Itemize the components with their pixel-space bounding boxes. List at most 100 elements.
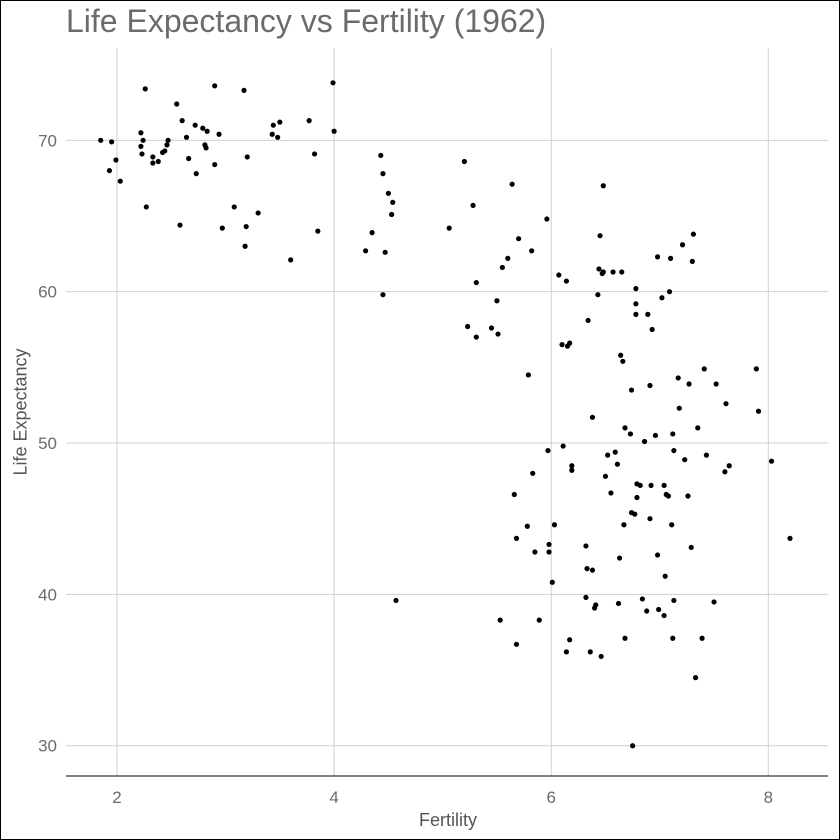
data-point bbox=[212, 161, 218, 168]
data-point bbox=[532, 549, 538, 555]
data-point bbox=[661, 482, 667, 489]
data-point bbox=[315, 228, 321, 234]
data-point bbox=[656, 606, 662, 613]
data-point bbox=[524, 523, 530, 529]
data-point bbox=[288, 257, 294, 263]
data-point bbox=[546, 541, 552, 548]
data-point bbox=[690, 231, 697, 237]
data-point bbox=[155, 158, 161, 165]
data-point bbox=[666, 289, 673, 295]
data-point bbox=[446, 225, 452, 231]
data-point bbox=[192, 122, 198, 128]
data-point bbox=[465, 323, 471, 330]
data-point bbox=[150, 154, 156, 160]
data-point bbox=[753, 366, 759, 372]
data-point bbox=[634, 494, 640, 501]
data-point bbox=[699, 635, 705, 641]
data-point bbox=[138, 130, 144, 136]
data-point bbox=[593, 602, 599, 608]
data-point bbox=[505, 255, 511, 261]
data-point bbox=[648, 482, 654, 489]
data-point bbox=[203, 145, 209, 151]
data-point bbox=[605, 452, 611, 458]
data-point bbox=[277, 119, 283, 125]
data-point bbox=[659, 295, 665, 301]
y-tick-label: 40 bbox=[38, 585, 57, 604]
data-point bbox=[393, 597, 399, 604]
data-point bbox=[516, 236, 522, 242]
data-point bbox=[390, 199, 396, 205]
data-point bbox=[494, 298, 500, 304]
data-point bbox=[633, 286, 639, 292]
x-tick-label: 6 bbox=[546, 788, 555, 807]
data-point bbox=[241, 87, 247, 93]
data-point bbox=[563, 278, 570, 284]
data-point bbox=[306, 118, 312, 124]
data-point bbox=[622, 425, 628, 431]
data-point bbox=[556, 272, 562, 278]
data-point bbox=[495, 331, 501, 337]
data-point bbox=[614, 461, 621, 467]
data-point bbox=[563, 649, 570, 655]
data-point bbox=[544, 216, 550, 222]
data-point bbox=[513, 535, 520, 541]
data-point bbox=[242, 243, 248, 249]
data-point bbox=[689, 258, 695, 265]
data-point bbox=[380, 292, 386, 298]
data-point bbox=[701, 366, 707, 372]
data-point bbox=[362, 248, 369, 254]
data-point bbox=[589, 567, 596, 573]
y-tick-label: 50 bbox=[38, 434, 57, 453]
data-point bbox=[142, 86, 148, 92]
data-point bbox=[204, 128, 210, 134]
data-point bbox=[545, 447, 551, 454]
data-point bbox=[600, 269, 606, 275]
data-point bbox=[755, 408, 762, 414]
data-point bbox=[682, 457, 688, 463]
data-point bbox=[473, 334, 479, 340]
data-point bbox=[549, 579, 555, 585]
chart-title: Life Expectancy vs Fertility (1962) bbox=[66, 3, 547, 39]
data-points bbox=[98, 80, 793, 749]
data-point bbox=[162, 148, 168, 154]
data-point bbox=[311, 151, 318, 157]
data-point bbox=[671, 447, 677, 454]
data-point bbox=[546, 549, 552, 555]
data-point bbox=[488, 325, 495, 331]
data-point bbox=[630, 743, 636, 749]
data-point bbox=[525, 372, 532, 378]
data-point bbox=[612, 449, 618, 455]
data-point bbox=[723, 401, 729, 407]
data-point bbox=[671, 597, 677, 604]
data-point bbox=[668, 255, 674, 261]
data-point bbox=[113, 157, 119, 163]
data-point bbox=[692, 675, 699, 681]
data-point bbox=[662, 573, 668, 579]
data-point bbox=[108, 139, 115, 145]
data-point bbox=[140, 137, 146, 143]
data-point bbox=[138, 143, 144, 149]
data-point bbox=[595, 292, 601, 298]
data-point bbox=[569, 463, 575, 469]
data-point bbox=[676, 405, 682, 411]
x-tick-label: 2 bbox=[112, 788, 121, 807]
data-point bbox=[275, 134, 281, 140]
data-point bbox=[610, 269, 616, 275]
data-point bbox=[688, 544, 694, 551]
data-point bbox=[551, 522, 558, 528]
y-tick-label: 70 bbox=[38, 131, 57, 150]
data-point bbox=[165, 137, 171, 143]
data-point bbox=[270, 122, 276, 128]
data-point bbox=[193, 171, 199, 177]
data-point bbox=[686, 381, 692, 387]
data-point bbox=[632, 511, 638, 517]
data-point bbox=[200, 125, 206, 131]
data-point bbox=[98, 137, 104, 143]
data-point bbox=[382, 249, 388, 255]
data-point bbox=[587, 649, 593, 655]
data-point bbox=[713, 381, 719, 387]
data-point bbox=[639, 596, 645, 602]
data-point bbox=[177, 222, 183, 228]
data-point bbox=[645, 311, 651, 317]
data-point bbox=[726, 463, 732, 469]
